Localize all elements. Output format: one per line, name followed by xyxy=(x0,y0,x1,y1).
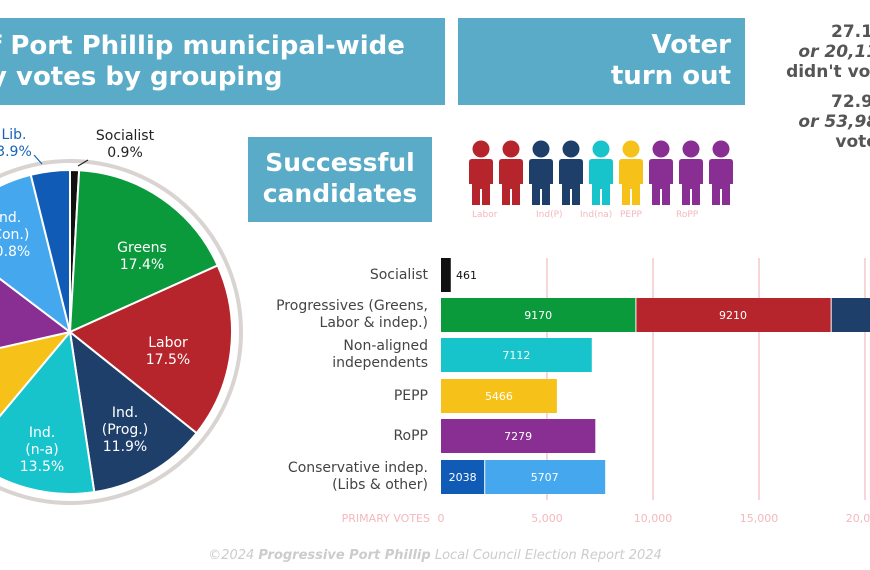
bar-segment xyxy=(441,298,636,332)
candidate-label: Ind(P) xyxy=(536,210,563,220)
voted-count: or 53,980 xyxy=(798,112,870,132)
bar-value-label: 461 xyxy=(456,269,477,282)
person-icon-head xyxy=(562,140,580,158)
pie-label-ind-n-a-: Ind. (n-a) 13.5% xyxy=(19,425,65,475)
footer-report: Local Council Election Report 2024 xyxy=(430,548,662,563)
successful-candidates-heading: Successful candidates xyxy=(248,137,432,222)
candidate-label: PEPP xyxy=(620,210,642,220)
person-icon-head xyxy=(472,140,490,158)
bar-category-label: Conservative indep. (Libs & other) xyxy=(287,460,428,493)
pie-slice-ind-prog- xyxy=(68,329,198,494)
bar-value-label: 2038 xyxy=(449,471,477,484)
person-icon-head xyxy=(712,140,730,158)
pie-label-greens: Greens 17.4% xyxy=(117,240,167,273)
person-icon xyxy=(559,159,583,205)
bar-segment xyxy=(441,338,592,372)
footer-credit: ©2024 Progressive Port Phillip Local Cou… xyxy=(0,548,870,563)
x-axis-label: PRIMARY VOTES xyxy=(341,512,430,525)
not-voted-pct: 27.1% xyxy=(831,22,870,42)
successful-line-1: Successful xyxy=(265,148,415,177)
pie-slice-ropp xyxy=(0,277,73,349)
bar-category-label: RoPP xyxy=(393,427,428,444)
bar-segment xyxy=(485,460,606,494)
lib-leader-line xyxy=(33,154,43,165)
pie-label-ind-prog-: Ind. (Prog.) 11.9% xyxy=(101,405,149,455)
footer-copyright: ©2024 xyxy=(208,548,259,563)
title-line-1: f Port Phillip municipal-wide xyxy=(0,31,405,61)
title-line-2: y votes by grouping xyxy=(0,62,283,92)
person-icon xyxy=(649,159,673,205)
pie-slice-ind-n-a- xyxy=(0,329,96,495)
x-tick-label: 5,000 xyxy=(531,512,563,525)
successful-line-2: candidates xyxy=(262,179,418,208)
person-icon xyxy=(469,159,493,205)
bar-value-label: 5466 xyxy=(485,390,513,403)
bar-category-label: Socialist xyxy=(369,266,428,283)
turnout-stats: 27.1% or 20,115 didn't vote 72.9% or 53,… xyxy=(750,22,870,152)
bar-value-label: 9170 xyxy=(524,309,552,322)
pie-label-socialist: Socialist 0.9% xyxy=(95,128,155,161)
voted-label: voted xyxy=(835,132,870,152)
socialist-leader-line xyxy=(77,159,89,167)
pie-slice-lib- xyxy=(29,168,71,333)
bar-category-label: Non-aligned independents xyxy=(332,338,428,371)
candidate-label: Ind(na) xyxy=(580,210,613,220)
footer-org: Progressive Port Phillip xyxy=(258,548,431,563)
person-icon-head xyxy=(592,140,610,158)
bar-segment xyxy=(831,298,870,332)
bar-value-label: 5707 xyxy=(531,471,559,484)
person-icon-head xyxy=(682,140,700,158)
bar-segment xyxy=(441,419,596,453)
x-tick-label: 10,000 xyxy=(633,512,673,525)
pie-slice-greens xyxy=(68,169,220,334)
bar-segment xyxy=(636,298,831,332)
bar-value-label: 7279 xyxy=(504,430,532,443)
bar-category-label: Progressives (Greens, Labor & indep.) xyxy=(276,298,428,331)
pie-label-ind-con-: Ind.(Con.)10.8% xyxy=(0,210,31,260)
turnout-line-1: Voter xyxy=(651,30,731,60)
person-icon xyxy=(709,159,733,205)
person-icon-head xyxy=(532,140,550,158)
pie-slice-labor xyxy=(68,264,233,435)
person-icon-head xyxy=(502,140,520,158)
turnout-line-2: turn out xyxy=(610,61,731,91)
x-tick-label: 0 xyxy=(437,512,445,525)
person-icon xyxy=(679,159,703,205)
bar-segment xyxy=(441,258,451,292)
not-voted-label: didn't vote xyxy=(786,62,870,82)
pie-outer-ring xyxy=(0,159,243,505)
bar-value-label: 7112 xyxy=(502,349,530,362)
voted-pct: 72.9% xyxy=(831,92,870,112)
person-icon xyxy=(499,159,523,205)
person-icon xyxy=(619,159,643,205)
bar-segment xyxy=(441,460,485,494)
pie-slice-pepp xyxy=(0,330,73,418)
bar-category-label: PEPP xyxy=(393,387,428,404)
not-voted-count: or 20,115 xyxy=(798,42,870,62)
pie-label-labor: Labor 17.5% xyxy=(145,335,191,368)
pie-slice-ind-con- xyxy=(0,173,72,335)
voter-turnout-heading: Voter turn out xyxy=(458,18,745,105)
pie-label-lib-: Lib. 3.9% xyxy=(0,127,32,160)
person-icon xyxy=(589,159,613,205)
x-tick-label: 15,000 xyxy=(739,512,779,525)
person-icon-head xyxy=(652,140,670,158)
candidate-label: RoPP xyxy=(676,210,699,220)
person-icon-head xyxy=(622,140,640,158)
bar-value-label: 9210 xyxy=(719,309,747,322)
bar-segment xyxy=(441,379,557,413)
candidate-label: Labor xyxy=(472,210,498,220)
x-tick-label: 20,000 xyxy=(845,512,870,525)
chart-title: f Port Phillip municipal-wide y votes by… xyxy=(0,18,445,105)
person-icon xyxy=(529,159,553,205)
